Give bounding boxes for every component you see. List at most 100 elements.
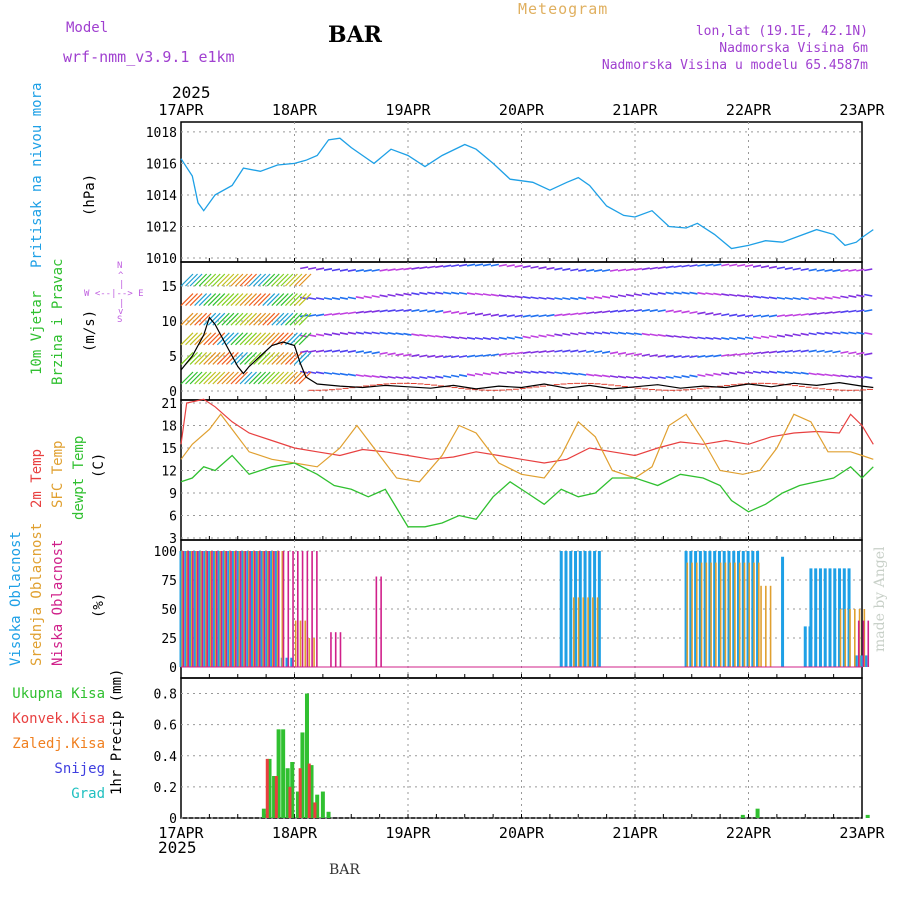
wind-arrow — [697, 373, 706, 378]
wind-arrow — [784, 333, 793, 337]
wind-arrow-strong — [194, 351, 208, 365]
wind-arrow — [784, 296, 793, 301]
precip-total-bar — [755, 808, 760, 818]
panel-frame-wind — [180, 261, 863, 401]
wind-arrow — [864, 309, 873, 313]
wind-arrow — [649, 354, 658, 358]
wind-arrow — [562, 267, 571, 271]
wind-arrow-strong — [262, 351, 276, 365]
wind-arrow-strong — [294, 293, 307, 307]
wind-arrow-strong — [225, 371, 239, 385]
wind-arrow — [546, 370, 555, 375]
wind-arrow — [435, 355, 444, 359]
wind-arrow-strong — [194, 312, 208, 326]
wind-arrow — [530, 314, 539, 318]
wind-arrow-strong — [203, 332, 217, 346]
compass-we: W <--|--> E — [84, 289, 144, 299]
wind-arrow — [721, 337, 730, 341]
wind-arrow — [379, 331, 388, 335]
wind-arrow — [601, 268, 611, 273]
wind-arrow — [808, 312, 817, 316]
wind-arrow — [514, 351, 523, 355]
wind-arrow — [864, 375, 873, 379]
wind-arrow — [379, 268, 388, 272]
wind-arrow — [713, 372, 722, 376]
wind-arrow — [665, 309, 674, 313]
precip-conv-bar — [274, 776, 278, 818]
y-tick-label-precipitation: 0.8 — [154, 688, 177, 703]
precip-total-bar — [272, 776, 277, 818]
y-tick-label-precipitation: 0 — [169, 812, 177, 827]
wind-arrow — [570, 372, 579, 376]
wind-arrow-strong — [207, 293, 221, 307]
wind-arrow — [578, 311, 587, 315]
wind-arrow — [641, 267, 650, 271]
wind-arrow — [450, 264, 460, 268]
wind-arrow — [744, 294, 754, 298]
wind-arrow — [848, 309, 857, 313]
cloud-low-label: Niska Oblacnost — [50, 539, 66, 666]
precip-total-bar — [320, 791, 325, 818]
x-tick-label-top: 17APR — [158, 101, 204, 119]
wind-arrow-strong — [275, 371, 289, 385]
wind-arrow — [474, 312, 484, 316]
wind-arrow — [840, 310, 849, 314]
wind-arrow — [856, 331, 865, 335]
wind-arrow — [856, 351, 865, 355]
wind-arrow — [578, 372, 587, 376]
wind-arrow — [832, 310, 841, 314]
wind-arrow-strong — [194, 293, 208, 307]
wind-arrow — [832, 350, 841, 354]
wind-arrow-strong — [235, 351, 248, 365]
wind-arrow-strong — [189, 351, 203, 365]
wind-arrow — [760, 265, 770, 269]
wind-arrow-strong — [294, 273, 307, 287]
wind-arrow-strong — [180, 312, 194, 326]
wind-arrow — [427, 354, 436, 358]
y-tick-label-temperature: 6 — [169, 510, 177, 525]
y-tick-label-pressure: 1010 — [146, 252, 177, 267]
wind-arrow — [824, 268, 833, 272]
wind-arrow — [331, 372, 341, 376]
wind-arrow-strong — [262, 371, 276, 385]
wind-arrow-strong — [239, 332, 253, 346]
wind-arrow — [363, 268, 372, 273]
wind-arrow — [816, 349, 825, 353]
wind-arrow — [673, 375, 682, 379]
wind-arrow — [347, 296, 356, 300]
wind-arrow — [307, 266, 317, 270]
wind-arrow — [625, 331, 635, 336]
precip-total-bar — [740, 814, 745, 818]
wind-arrow — [601, 331, 611, 335]
wind-arrow-strong — [271, 293, 285, 307]
wind-arrow-strong — [275, 351, 289, 365]
wind-arrow — [864, 331, 873, 336]
wind-arrow-strong — [212, 371, 226, 385]
wind-arrow — [411, 292, 420, 296]
wind-arrow — [450, 374, 460, 378]
y-tick-label-wind: 15 — [161, 280, 177, 295]
wind-arrow — [713, 336, 722, 341]
wind-arrow — [768, 335, 778, 339]
wind-arrow-strong — [207, 312, 221, 326]
model-label: Model — [66, 20, 109, 36]
wind-arrow — [689, 291, 698, 295]
wind-arrow — [411, 376, 420, 380]
wind-arrow — [729, 336, 738, 341]
wind-arrow — [633, 308, 643, 313]
x-tick-label-top: 23APR — [839, 101, 885, 119]
wind-arrow — [522, 335, 531, 339]
wind-arrow — [300, 266, 309, 270]
wind-arrow — [578, 331, 587, 336]
wind-arrow — [554, 349, 563, 353]
wind-arrow-strong — [185, 312, 198, 326]
wind-arrow-strong — [298, 332, 312, 346]
temp-dew-label: dewpt Temp — [71, 435, 87, 520]
wind-arrow — [840, 331, 849, 335]
precip-total-bar — [315, 794, 320, 818]
wind-arrow — [435, 291, 444, 295]
wind-arrow-strong — [216, 293, 230, 307]
wind-arrow — [315, 267, 325, 271]
wind-arrow-strong — [180, 332, 194, 346]
wind-arrow — [355, 269, 364, 273]
